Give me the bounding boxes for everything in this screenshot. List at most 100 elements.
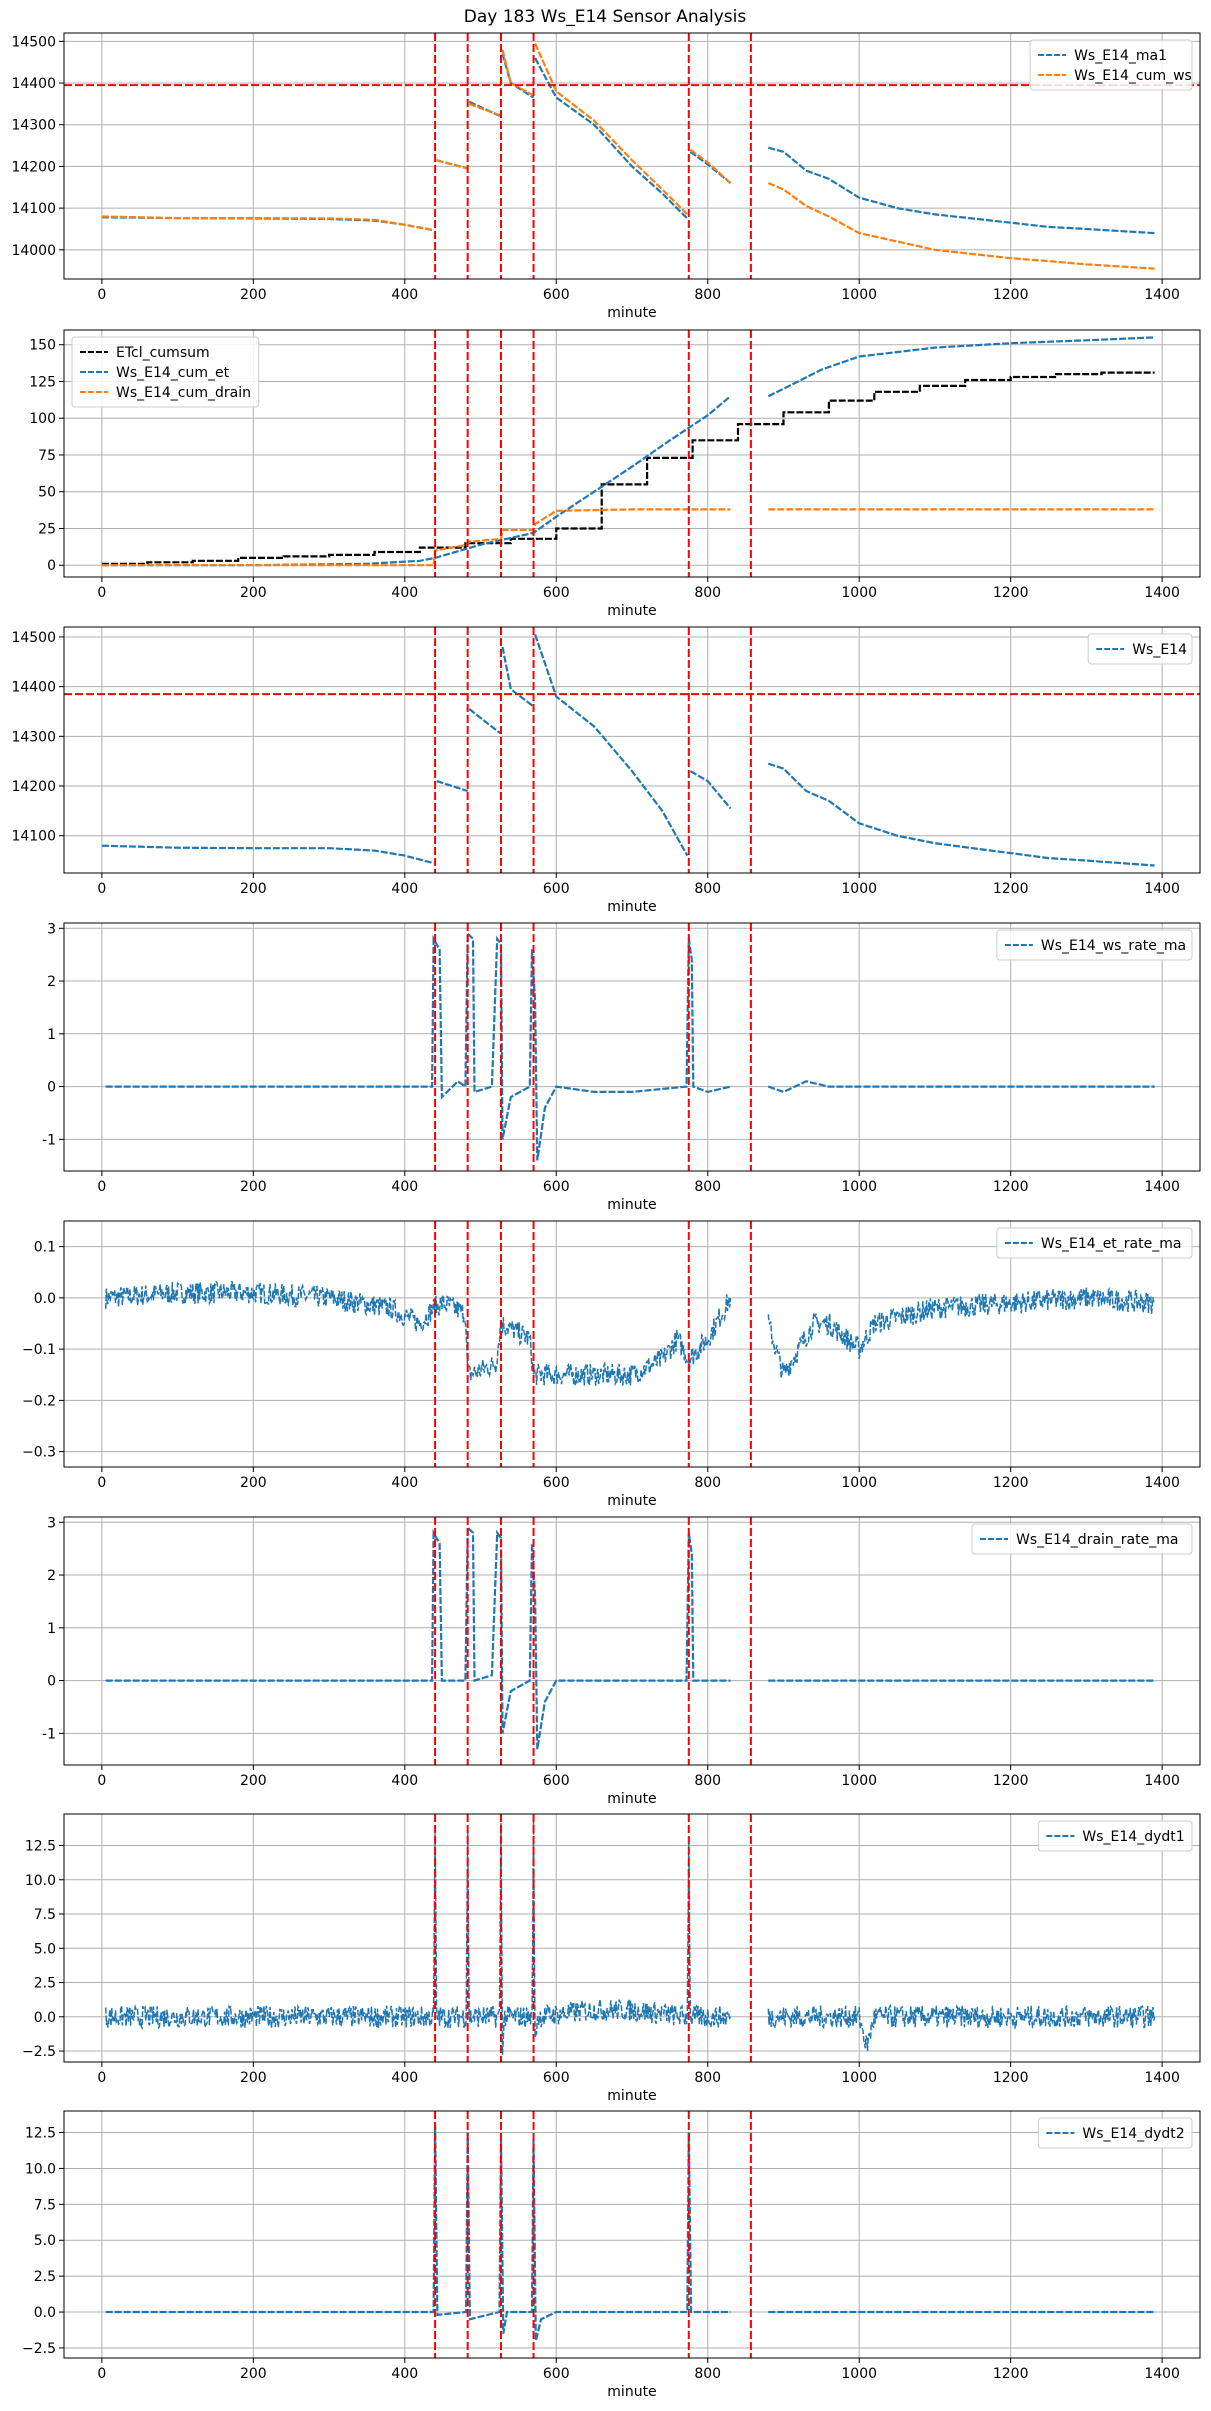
series-line — [105, 931, 731, 1161]
legend: Ws_E14_dydt2 — [1037, 2117, 1193, 2149]
x-tick-label: 800 — [694, 287, 721, 303]
series-line — [101, 844, 434, 865]
x-tick-label: 1400 — [1144, 2366, 1180, 2382]
legend-label: Ws_E14_ws_rate_ma — [1041, 938, 1186, 954]
series-line — [767, 1080, 1155, 1094]
x-tick-label: 600 — [543, 287, 570, 303]
plot-area — [101, 330, 1155, 577]
plot-area — [105, 2111, 1155, 2358]
y-tick-label: 1 — [47, 1027, 56, 1043]
x-tick-label: 600 — [543, 1773, 570, 1789]
x-tick-label: 1200 — [993, 2070, 1029, 2086]
series-line — [534, 57, 689, 220]
x-tick-label: 1000 — [841, 585, 877, 601]
x-axis-label: minute — [607, 899, 656, 915]
y-tick-label: 2 — [47, 1568, 56, 1584]
x-tick-label: 600 — [543, 2366, 570, 2382]
y-tick-label: 14300 — [11, 118, 56, 134]
legend-box — [1037, 1820, 1193, 1852]
x-tick-label: 800 — [694, 1475, 721, 1491]
series-line — [468, 102, 502, 117]
y-tick-label: 14200 — [11, 779, 56, 795]
x-tick-label: 1400 — [1144, 2070, 1180, 2086]
axes-frame — [63, 1220, 1201, 1468]
x-axis-label: minute — [607, 1493, 656, 1509]
x-tick-label: 1000 — [841, 1773, 877, 1789]
x-tick-label: 1000 — [841, 881, 877, 897]
series-line — [104, 1815, 732, 2055]
legend: Ws_E14 — [1087, 633, 1193, 665]
x-tick-label: 800 — [694, 2070, 721, 2086]
x-tick-label: 400 — [391, 1773, 418, 1789]
series-line — [501, 646, 535, 708]
axes-frame — [63, 922, 1201, 1172]
x-tick-label: 1200 — [993, 881, 1029, 897]
subplot-2: 0 200 400 600 800 1000 1200 1400 0 25 50 75 100 125 15… — [29, 329, 1201, 619]
x-tick-label: 400 — [391, 2070, 418, 2086]
subplot-3: 0 200 400 600 800 1000 1200 1400 14100 14200 14300… — [11, 626, 1201, 915]
x-axis-label: minute — [607, 2088, 656, 2104]
subplot-5: 0 200 400 600 800 1000 1200 1400 −0.3 −0.2 −0.1 0.0… — [22, 1220, 1201, 1509]
axes-frame — [63, 626, 1201, 874]
series-line — [767, 762, 1155, 867]
series-line — [436, 159, 468, 170]
x-tick-label: 600 — [543, 1475, 570, 1491]
x-axis-label: minute — [607, 305, 656, 321]
plot-area — [64, 33, 1200, 279]
x-tick-label: 600 — [543, 2070, 570, 2086]
y-tick-label: 14200 — [11, 159, 56, 175]
series-Ws_E14_dydt2 — [105, 2125, 1155, 2342]
x-tick-label: 0 — [97, 2366, 106, 2382]
series-line — [767, 182, 1155, 270]
x-tick-label: 0 — [97, 1773, 106, 1789]
y-tick-label: 2 — [47, 974, 56, 990]
x-axis-label: minute — [607, 2384, 656, 2400]
series-line — [436, 780, 469, 793]
series-line — [767, 2003, 1156, 2052]
series-line — [101, 395, 732, 567]
series-line — [101, 508, 731, 567]
legend-label: Ws_E14_cum_drain — [116, 385, 251, 401]
y-tick-label: 0.0 — [34, 2305, 56, 2321]
y-tick-label: 2.5 — [34, 1976, 56, 1992]
x-tick-label: 200 — [240, 2070, 267, 2086]
x-tick-label: 600 — [543, 585, 570, 601]
x-tick-label: 0 — [97, 585, 106, 601]
x-tick-label: 200 — [240, 585, 267, 601]
x-tick-label: 400 — [391, 287, 418, 303]
series-Ws_E14_drain_rate_ma — [105, 1525, 1155, 1750]
legend-box — [971, 1523, 1193, 1555]
y-tick-label: 1 — [47, 1621, 56, 1637]
axes-frame — [63, 2110, 1201, 2359]
x-tick-label: 800 — [694, 1773, 721, 1789]
y-tick-label: 0 — [47, 1080, 56, 1096]
series-line — [101, 371, 1155, 565]
x-tick-label: 200 — [240, 287, 267, 303]
legend-box — [1037, 2117, 1193, 2149]
y-tick-label: 14100 — [11, 201, 56, 217]
y-tick-label: 12.5 — [25, 1839, 56, 1855]
series-Ws_E14 — [101, 634, 1155, 867]
legend-label: Ws_E14_dydt2 — [1082, 2126, 1184, 2142]
x-axis-label: minute — [607, 1197, 656, 1213]
y-tick-label: 0.0 — [34, 2010, 56, 2026]
x-tick-label: 1400 — [1144, 881, 1180, 897]
x-tick-label: 800 — [694, 1179, 721, 1195]
series-Ws_E14_ws_rate_ma — [105, 931, 1155, 1161]
y-tick-label: 0 — [47, 558, 56, 574]
x-tick-label: 1200 — [993, 2366, 1029, 2382]
y-tick-label: −0.3 — [22, 1445, 56, 1461]
y-tick-label: 100 — [29, 411, 56, 427]
y-tick-label: 3 — [47, 921, 56, 937]
series-line — [101, 215, 434, 232]
y-tick-label: -1 — [42, 1132, 56, 1148]
subplot-1: 0 200 400 600 800 1000 1200 1400 14000 14100 14200… — [11, 32, 1201, 321]
x-tick-label: 1200 — [993, 1179, 1029, 1195]
y-tick-label: 10.0 — [25, 2161, 56, 2177]
series-Ws_E14_ma1 — [101, 53, 1155, 235]
legend-label: Ws_E14_dydt1 — [1082, 1829, 1184, 1845]
series-line — [104, 1280, 732, 1387]
y-tick-label: 0.0 — [34, 1291, 56, 1307]
legend-label: Ws_E14_et_rate_ma — [1041, 1236, 1182, 1252]
